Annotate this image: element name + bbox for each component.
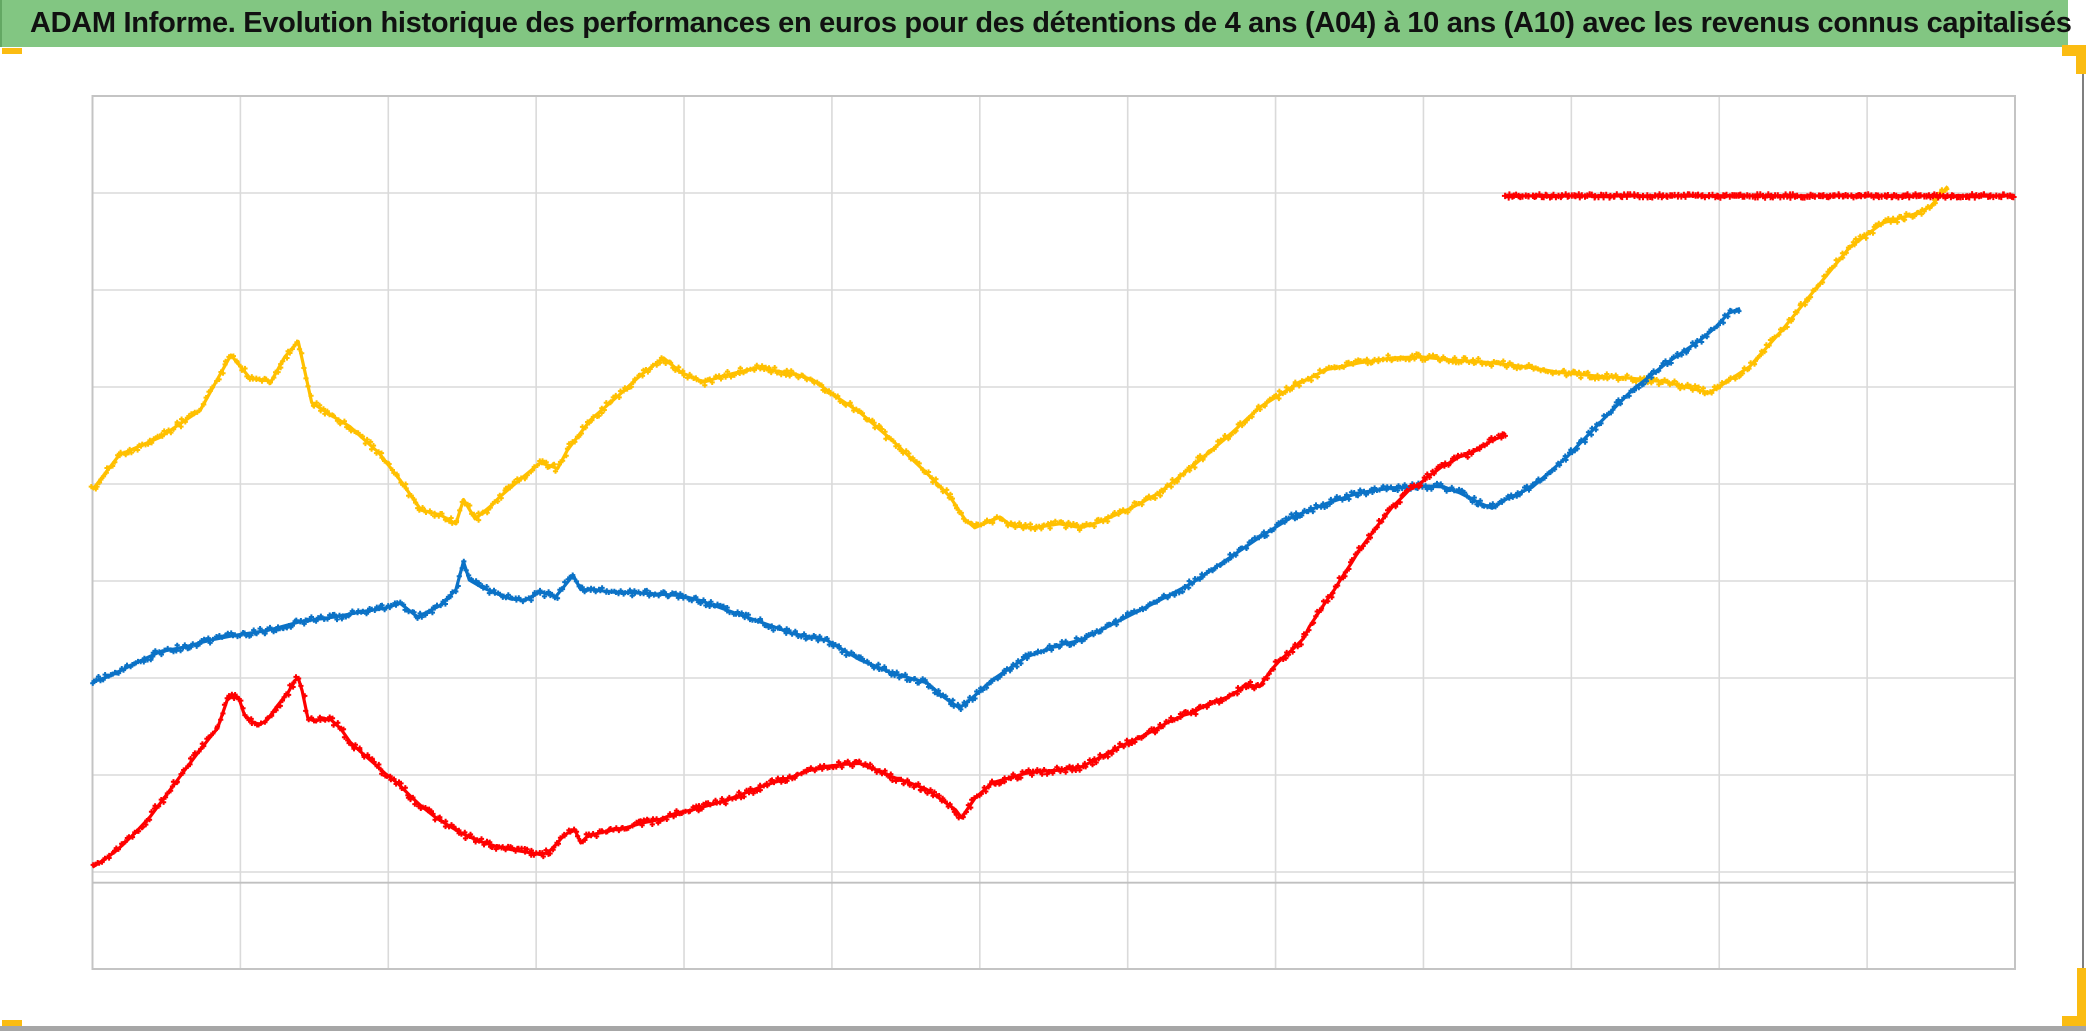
red-ceiling-series-markers bbox=[1501, 191, 2017, 201]
window-right-border bbox=[2082, 74, 2084, 968]
accent-bottom-right-h bbox=[2062, 1016, 2086, 1026]
red-series-markers bbox=[90, 431, 1508, 868]
accent-top-right-h bbox=[2062, 45, 2086, 56]
title-bar: ADAM Informe. Evolution historique des p… bbox=[0, 0, 2072, 47]
yellow-series-markers bbox=[88, 186, 1950, 533]
blue-series-markers bbox=[90, 307, 1742, 712]
gridlines bbox=[91, 95, 2016, 970]
accent-top-left bbox=[2, 48, 22, 54]
accent-bottom-left bbox=[2, 1020, 22, 1027]
chart-title: ADAM Informe. Evolution historique des p… bbox=[30, 7, 2072, 39]
accent-top-right-v bbox=[2076, 45, 2086, 74]
blue-series-line bbox=[91, 306, 1741, 710]
plot-border bbox=[91, 95, 2016, 970]
accent-bottom-right-v bbox=[2077, 968, 2086, 1026]
window-bottom-bar bbox=[0, 1026, 2086, 1031]
yellow-series-line bbox=[91, 185, 1949, 530]
